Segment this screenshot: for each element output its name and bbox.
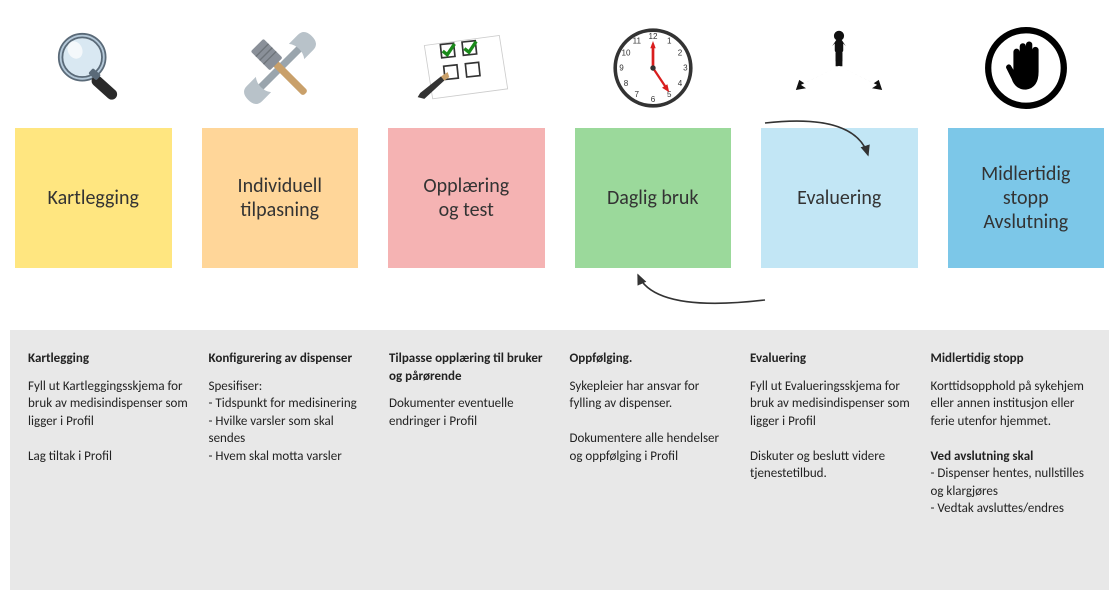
svg-text:2: 2 [678,48,683,57]
icon-cell-stopp [948,23,1103,113]
clock-icon: 12 1 2 3 4 5 6 7 8 9 10 11 [608,23,698,113]
desc-heading: Konfigurering av dispenser [209,350,370,368]
desc-heading: Oppfølging. [570,350,731,368]
stop-hand-icon [981,23,1071,113]
desc-col-stopp: Midlertidig stopp Korttidsopphold på syk… [931,350,1092,580]
desc-heading: Midlertidig stopp [931,350,1092,368]
svg-text:11: 11 [632,37,641,46]
desc-body: Fyll ut Evalueringsskjema for bruk av me… [750,378,911,483]
icon-cell-daglig: 12 1 2 3 4 5 6 7 8 9 10 11 [575,23,730,113]
svg-text:1: 1 [667,37,672,46]
desc-body: Sykepleier har ansvar for fylling av dis… [570,378,731,466]
svg-text:12: 12 [648,32,657,41]
stage-box-daglig: Daglig bruk [575,128,732,268]
icons-row: 12 1 2 3 4 5 6 7 8 9 10 11 [0,18,1119,118]
svg-text:10: 10 [621,48,630,57]
desc-heading: Tilpasse opplæring til bruker og pårøren… [389,350,550,385]
icon-cell-evaluering [762,23,917,113]
stage-box-stopp: Midlertidig stopp Avslutning [948,128,1105,268]
description-panel: Kartlegging Fyll ut Kartleggingsskjema f… [10,330,1109,590]
stage-boxes-row: Kartlegging Individuell tilpasning Opplæ… [15,128,1104,268]
stage-box-kartlegging: Kartlegging [15,128,172,268]
icon-cell-kartlegging [16,23,171,113]
icon-cell-opplaering [389,28,544,108]
svg-text:7: 7 [634,90,639,99]
checklist-icon [416,28,516,108]
stage-box-evaluering: Evaluering [761,128,918,268]
svg-text:8: 8 [624,79,629,88]
stage-box-individuell: Individuell tilpasning [202,128,359,268]
desc-body: Spesifiser: - Tidspunkt for medisinering… [209,378,370,466]
desc-body: Fyll ut Kartleggingsskjema for bruk av m… [28,378,189,466]
svg-text:6: 6 [651,95,656,104]
desc-col-evaluering: Evaluering Fyll ut Evalueringsskjema for… [750,350,911,580]
crossroads-icon [784,23,894,113]
svg-text:4: 4 [678,79,683,88]
desc-body: Dokumenter eventuelle endringer i Profil [389,395,550,430]
desc-heading: Evaluering [750,350,911,368]
process-diagram: 12 1 2 3 4 5 6 7 8 9 10 11 [0,0,1119,612]
svg-text:9: 9 [619,64,624,73]
desc-col-tilpasse: Tilpasse opplæring til bruker og pårøren… [389,350,550,580]
stage-box-opplaering: Opplæring og test [388,128,545,268]
magnifier-icon [48,23,138,113]
svg-text:3: 3 [683,64,688,73]
tools-icon [235,23,325,113]
desc-col-kartlegging: Kartlegging Fyll ut Kartleggingsskjema f… [28,350,189,580]
desc-body: Korttidsopphold på sykehjem eller annen … [931,378,1092,518]
desc-heading: Kartlegging [28,350,189,368]
icon-cell-individuell [202,23,357,113]
desc-col-oppfolging: Oppfølging. Sykepleier har ansvar for fy… [570,350,731,580]
desc-col-konfigurering: Konfigurering av dispenser Spesifiser: -… [209,350,370,580]
